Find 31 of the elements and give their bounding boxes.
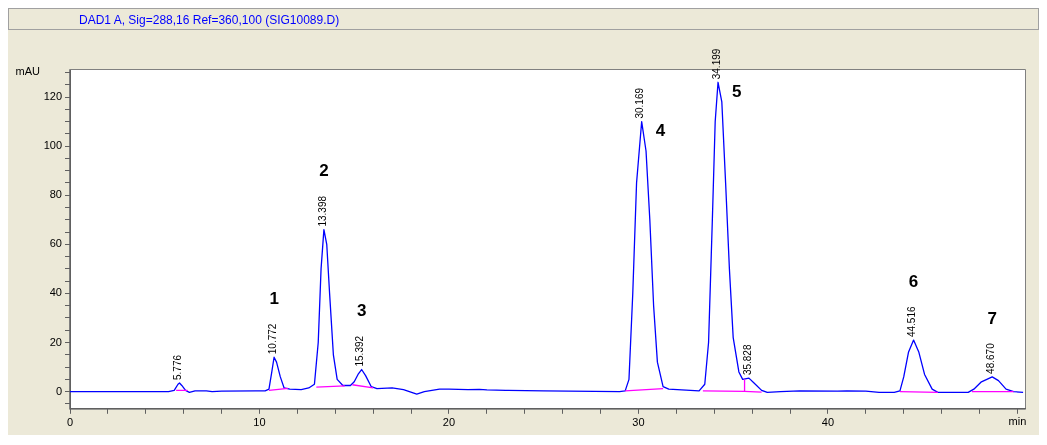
x-axis-title: min [1008, 415, 1027, 428]
x-tick-label: 10 [253, 416, 266, 429]
y-tick-label: 40 [49, 286, 62, 299]
y-tick-label: 20 [49, 335, 62, 348]
annotation: 6 [908, 271, 919, 291]
y-tick-label: 80 [49, 188, 62, 201]
x-tick-label: 0 [66, 416, 74, 429]
annotation: 13.398 [316, 195, 328, 227]
annotation: 35.828 [741, 344, 753, 376]
y-tick-label: 0 [55, 384, 62, 397]
annotation: 5.776 [172, 354, 184, 381]
annotation: 44.516 [906, 306, 918, 338]
annotation: 4 [655, 121, 666, 141]
annotation: 3 [356, 301, 367, 321]
annotation: 2 [319, 161, 329, 181]
annotation: 10.772 [266, 323, 278, 355]
y-tick-label: 120 [43, 90, 62, 103]
x-tick-label: 30 [632, 416, 645, 429]
chart-title: DAD1 A, Sig=288,16 Ref=360,100 (SIG10089.D) [8, 8, 1039, 30]
x-tick-label: 20 [442, 416, 456, 429]
annotation: 15.392 [354, 335, 366, 367]
annotation: 48.670 [984, 342, 996, 374]
annotation: 1 [269, 288, 279, 308]
annotation: 5 [732, 81, 742, 101]
y-tick-label: 60 [49, 237, 62, 250]
y-tick-label: 100 [43, 139, 62, 152]
annotation: 34.199 [710, 48, 722, 80]
y-axis-title: mAU [15, 65, 41, 78]
x-tick-label: 40 [821, 416, 835, 429]
annotation: 30.169 [634, 87, 646, 119]
annotation: 7 [987, 308, 997, 328]
